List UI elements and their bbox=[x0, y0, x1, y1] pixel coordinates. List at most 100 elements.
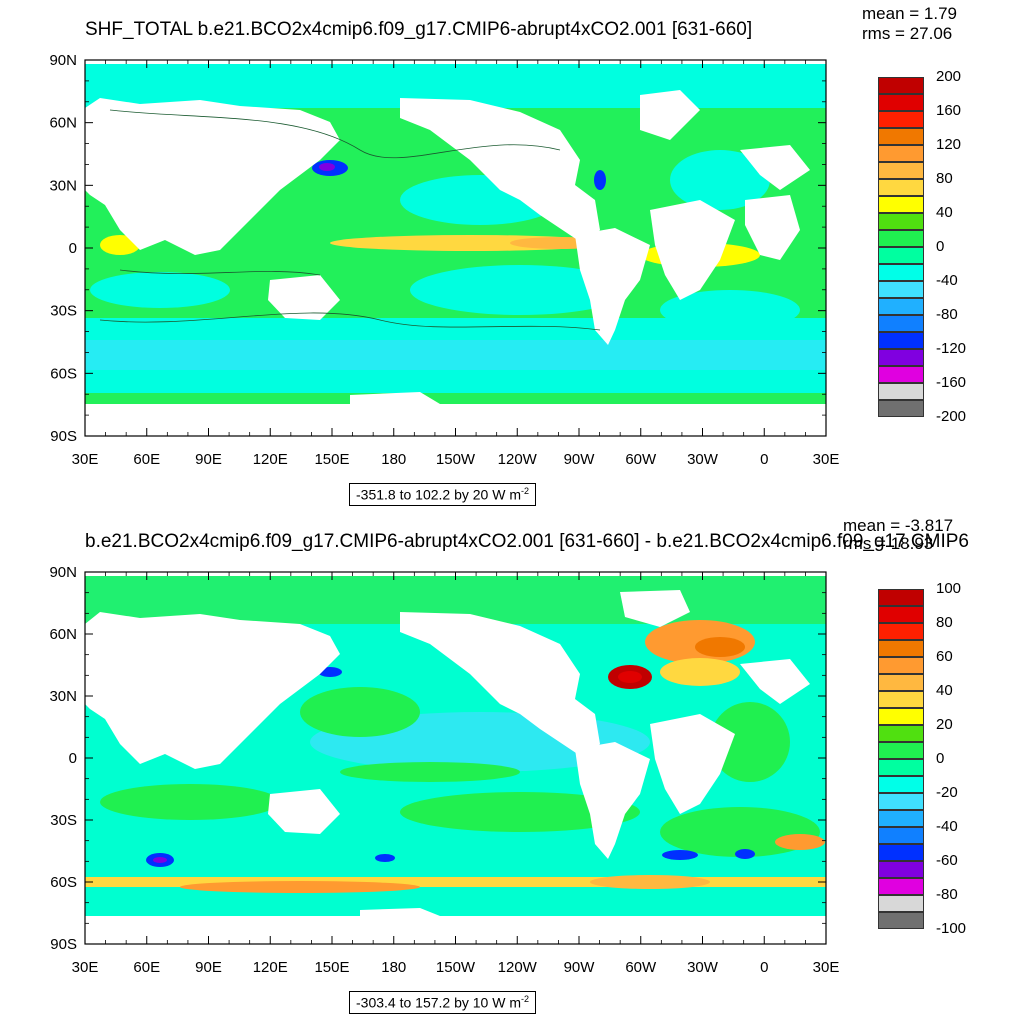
lon-label: 120E bbox=[253, 959, 288, 976]
colorbar-box bbox=[878, 827, 924, 844]
colorbar-box bbox=[878, 145, 924, 162]
colorbar-label: 120 bbox=[936, 136, 962, 153]
lon-label: 90E bbox=[195, 451, 222, 468]
colorbar-box bbox=[878, 708, 924, 725]
colorbar-label: -120 bbox=[936, 340, 967, 357]
axis-ticks: 30E 60E 90E 120E 150E 180 150W 120W 90W 60W 30W 0 30… bbox=[49, 564, 839, 976]
colorbar-box bbox=[878, 213, 924, 230]
colorbar-box bbox=[878, 383, 924, 400]
lat-label: 30S bbox=[50, 303, 77, 320]
colorbar-label: 60 bbox=[936, 648, 953, 665]
stats-block: mean = -3.817 rms = 18.93 bbox=[843, 516, 953, 554]
colorbar-box bbox=[878, 606, 924, 623]
lon-label: 90E bbox=[195, 959, 222, 976]
lat-label: 30N bbox=[49, 177, 77, 194]
lon-label: 30E bbox=[813, 959, 840, 976]
lon-label: 180 bbox=[381, 959, 406, 976]
contour-range-box: -303.4 to 157.2 by 10 W m-2 bbox=[349, 991, 536, 1014]
colorbar-box bbox=[878, 298, 924, 315]
range-unit-exponent: -2 bbox=[520, 994, 529, 1004]
colorbar-box bbox=[878, 315, 924, 332]
lon-label: 150W bbox=[436, 959, 476, 976]
colorbar-box bbox=[878, 162, 924, 179]
lat-label: 90S bbox=[50, 936, 77, 953]
lon-label: 180 bbox=[381, 451, 406, 468]
colorbar-box bbox=[878, 281, 924, 298]
lat-label: 60N bbox=[49, 115, 77, 132]
lon-label: 30E bbox=[813, 451, 840, 468]
colorbar-box bbox=[878, 623, 924, 640]
colorbar-box bbox=[878, 861, 924, 878]
lon-label: 60E bbox=[133, 451, 160, 468]
lon-label: 30E bbox=[72, 959, 99, 976]
colorbar-box bbox=[878, 776, 924, 793]
lat-label: 90N bbox=[49, 564, 77, 581]
lon-label: 150E bbox=[314, 959, 349, 976]
colorbar bbox=[878, 589, 924, 929]
axis-ticks: 30E 60E 90E 120E 150E 180 150W 120W 90W 60W 30W 0 30… bbox=[49, 52, 839, 468]
colorbar-box bbox=[878, 793, 924, 810]
colorbar-box bbox=[878, 589, 924, 606]
colorbar-box bbox=[878, 94, 924, 111]
mean-value: mean = 1.79 bbox=[862, 4, 957, 23]
rms-value: rms = 27.06 bbox=[862, 24, 953, 43]
lat-label: 90S bbox=[50, 428, 77, 445]
lon-label: 30E bbox=[72, 451, 99, 468]
colorbar-box bbox=[878, 111, 924, 128]
range-text: -351.8 to 102.2 by 20 W m bbox=[356, 486, 521, 503]
lon-label: 30W bbox=[687, 959, 719, 976]
colorbar-label: -160 bbox=[936, 374, 967, 391]
colorbar-label: -80 bbox=[936, 306, 958, 323]
lon-label: 60W bbox=[625, 451, 657, 468]
lat-label: 30N bbox=[49, 688, 77, 705]
lon-label: 30W bbox=[687, 451, 719, 468]
panel-title: b.e21.BCO2x4cmip6.f09_g17.CMIP6-abrupt4x… bbox=[85, 531, 970, 552]
colorbar-box bbox=[878, 264, 924, 281]
map-field bbox=[85, 572, 826, 944]
colorbar-box bbox=[878, 400, 924, 417]
colorbar-box bbox=[878, 196, 924, 213]
colorbar-label: -60 bbox=[936, 852, 958, 869]
colorbar-box bbox=[878, 640, 924, 657]
colorbar-box bbox=[878, 657, 924, 674]
lon-label: 90W bbox=[564, 959, 596, 976]
colorbar-label: -40 bbox=[936, 272, 958, 289]
lon-label: 0 bbox=[760, 451, 768, 468]
stats-block: mean = 1.79 rms = 27.06 bbox=[862, 4, 957, 44]
colorbar-box bbox=[878, 179, 924, 196]
lat-label: 30S bbox=[50, 812, 77, 829]
lon-label: 90W bbox=[564, 451, 596, 468]
lon-label: 150E bbox=[314, 451, 349, 468]
colorbar-label: 0 bbox=[936, 750, 945, 767]
colorbar-label: -20 bbox=[936, 784, 958, 801]
range-unit-exponent: -2 bbox=[520, 486, 529, 496]
panel-title: SHF_TOTAL b.e21.BCO2x4cmip6.f09_g17.CMIP… bbox=[85, 19, 753, 40]
lon-label: 60W bbox=[625, 959, 657, 976]
colorbar-label: 160 bbox=[936, 102, 962, 119]
lon-label: 0 bbox=[760, 959, 768, 976]
colorbar-box bbox=[878, 230, 924, 247]
lat-label: 60S bbox=[50, 874, 77, 891]
colorbar-label: 200 bbox=[936, 68, 962, 85]
colorbar-box bbox=[878, 247, 924, 264]
colorbar-box bbox=[878, 691, 924, 708]
lat-label: 0 bbox=[69, 240, 77, 257]
colorbar-box bbox=[878, 912, 924, 929]
mean-value: mean = -3.817 bbox=[843, 516, 954, 535]
colorbar-label: -100 bbox=[936, 920, 967, 937]
colorbar-box bbox=[878, 844, 924, 861]
lon-label: 150W bbox=[436, 451, 476, 468]
colorbar-box bbox=[878, 725, 924, 742]
colorbar-box bbox=[878, 366, 924, 383]
colorbar-label: 20 bbox=[936, 716, 953, 733]
colorbar-box bbox=[878, 759, 924, 776]
map-plot: 30E 60E 90E 120E 150E 180 150W 120W 90W 60W 30W 0 30… bbox=[49, 564, 839, 976]
colorbar-label: 40 bbox=[936, 682, 953, 699]
colorbar-box bbox=[878, 349, 924, 366]
lon-label: 120E bbox=[253, 451, 288, 468]
lon-label: 60E bbox=[133, 959, 160, 976]
panel-shf-total: SHF_TOTAL b.e21.BCO2x4cmip6.f09_g17.CMIP… bbox=[49, 4, 967, 506]
map-plot: 30E 60E 90E 120E 150E 180 150W 120W 90W 60W 30W 0 30… bbox=[49, 52, 839, 468]
colorbar-label: 40 bbox=[936, 204, 953, 221]
rms-value: rms = 18.93 bbox=[843, 534, 934, 553]
